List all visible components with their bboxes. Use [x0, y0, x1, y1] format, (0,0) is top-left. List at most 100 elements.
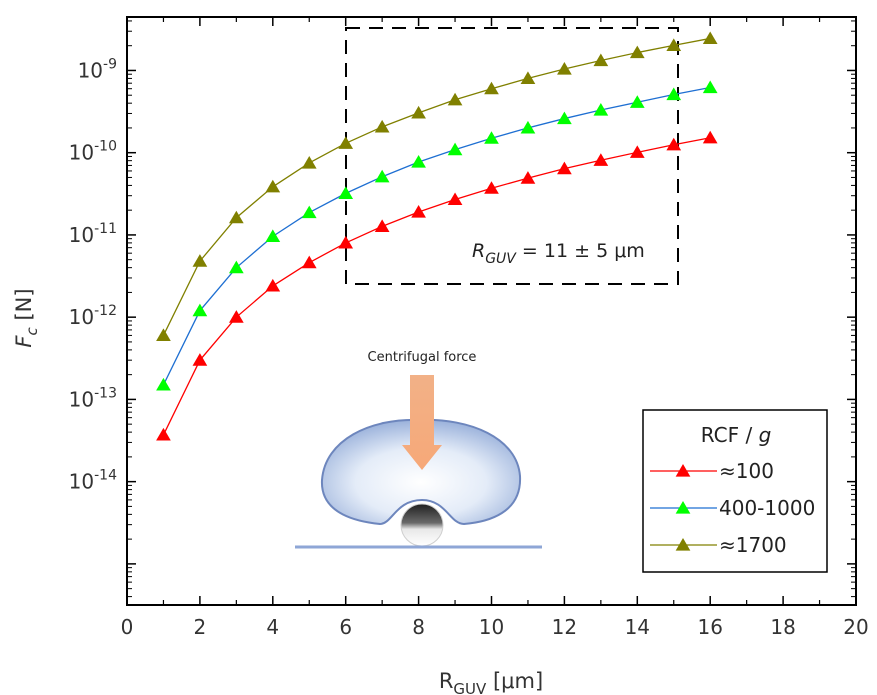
- y-axis-title-unit: [N]: [12, 288, 36, 320]
- x-tick-label: 16: [697, 615, 722, 639]
- y-tick-label: 10-9: [78, 56, 117, 82]
- legend-entries: ≈100 400-1000 ≈1700: [650, 459, 815, 557]
- data-point-0-10: [520, 171, 536, 184]
- x-axis-title-main: R: [439, 669, 454, 693]
- tick-labels: 0 2 4 6 8 10 12 14 16 18 20 10-14 10-13 10-12 10-11 10-…: [69, 56, 869, 639]
- legend-label: ≈1700: [719, 533, 787, 557]
- data-point-2-13: [629, 45, 645, 59]
- legend-label: ≈100: [719, 459, 774, 483]
- y-tick-label: 10-12: [69, 303, 117, 329]
- data-point-1-7: [411, 155, 426, 168]
- series-line-0: [162, 137, 711, 436]
- legend-marker: [675, 501, 691, 514]
- y-axis-title-main: F: [12, 335, 36, 348]
- data-point-2-3: [265, 179, 281, 193]
- data-point-2-6: [374, 119, 390, 133]
- range-label: RGUV = 11 ± 5 μm: [472, 240, 645, 267]
- x-tick-label: 2: [194, 615, 207, 639]
- legend-marker: [675, 538, 691, 551]
- data-point-2-10: [520, 71, 536, 85]
- data-point-1-5: [338, 186, 354, 199]
- vesicle-shape: [320, 418, 522, 526]
- series-line-2: [162, 37, 711, 336]
- x-tick-label: 10: [479, 615, 504, 639]
- data-point-1-15: [702, 80, 718, 94]
- data-point-0-6: [374, 219, 390, 232]
- x-tick-label: 0: [121, 615, 134, 639]
- range-label-sub: GUV: [485, 251, 517, 267]
- force-arrow-icon: [402, 375, 442, 470]
- data-point-0-1: [192, 353, 208, 366]
- x-axis-title-unit: [μm]: [493, 669, 543, 693]
- data-point-0-7: [411, 205, 426, 218]
- data-point-0-11: [557, 161, 572, 175]
- legend-marker: [675, 464, 691, 477]
- data-point-2-15: [702, 31, 718, 45]
- data-point-2-2: [229, 210, 244, 224]
- x-axis-title-sub: GUV: [453, 680, 487, 695]
- data-point-2-9: [484, 81, 499, 95]
- data-point-0-9: [484, 181, 499, 194]
- data-point-2-0: [156, 328, 171, 342]
- data-point-1-12: [593, 103, 609, 116]
- data-point-1-11: [557, 111, 572, 125]
- range-label-main: R: [472, 240, 485, 262]
- data-point-1-8: [447, 142, 463, 156]
- data-point-1-14: [666, 87, 682, 101]
- data-point-0-13: [629, 145, 645, 158]
- data-point-2-11: [557, 62, 572, 75]
- data-point-0-4: [301, 255, 317, 269]
- range-label-value: = 11 ± 5 μm: [516, 240, 645, 262]
- data-point-1-1: [192, 303, 208, 317]
- data-point-1-2: [229, 260, 244, 274]
- inset-caption: Centrifugal force: [368, 350, 477, 365]
- data-point-0-8: [447, 192, 463, 206]
- data-point-0-14: [666, 137, 682, 151]
- x-tick-label: 20: [843, 615, 868, 639]
- y-tick-label: 10-14: [69, 468, 117, 494]
- legend: RCF / g ≈100 400-1000 ≈1700: [642, 409, 828, 573]
- data-point-0-5: [338, 235, 354, 249]
- data-point-1-9: [484, 131, 499, 144]
- data-point-0-0: [156, 427, 171, 441]
- legend-label: 400-1000: [719, 496, 815, 520]
- y-tick-label: 10-11: [69, 221, 117, 247]
- bead: [400, 503, 444, 547]
- data-point-0-12: [593, 153, 609, 166]
- y-tick-label: 10-13: [69, 385, 117, 411]
- centrifugation-illustration: Centrifugal force: [295, 350, 542, 549]
- data-point-1-10: [520, 120, 536, 134]
- data-point-2-14: [666, 38, 682, 51]
- x-tick-label: 12: [552, 615, 577, 639]
- y-axis-title-sub: c: [23, 326, 41, 335]
- x-tick-label: 8: [412, 615, 425, 639]
- y-axis-title-space: [12, 321, 36, 328]
- x-axis-title: RGUV [μm]: [439, 669, 543, 695]
- x-axis-title-space: [486, 669, 493, 693]
- data-point-2-12: [593, 53, 609, 67]
- series-layer: [156, 31, 718, 441]
- range-box: [345, 27, 679, 285]
- x-tick-label: 6: [339, 615, 352, 639]
- data-point-1-3: [265, 229, 281, 242]
- series-line-1: [162, 86, 711, 386]
- axis-ticks: [126, 17, 857, 605]
- legend-title-italic: g: [759, 423, 772, 447]
- data-point-2-1: [192, 254, 208, 267]
- data-point-1-4: [301, 205, 317, 219]
- y-axis-title: Fc [N]: [12, 288, 41, 347]
- data-point-2-4: [301, 155, 317, 169]
- legend-title-main: RCF /: [701, 423, 759, 447]
- y-tick-label: 10-10: [69, 139, 117, 165]
- data-point-0-3: [265, 278, 281, 292]
- x-tick-label: 14: [625, 615, 650, 639]
- data-point-2-8: [447, 92, 463, 106]
- data-point-1-13: [629, 95, 645, 108]
- data-point-0-2: [229, 310, 244, 323]
- data-point-0-15: [702, 130, 718, 144]
- x-tick-label: 4: [266, 615, 279, 639]
- data-point-1-6: [374, 169, 390, 183]
- data-point-1-0: [156, 377, 171, 391]
- x-tick-label: 18: [770, 615, 795, 639]
